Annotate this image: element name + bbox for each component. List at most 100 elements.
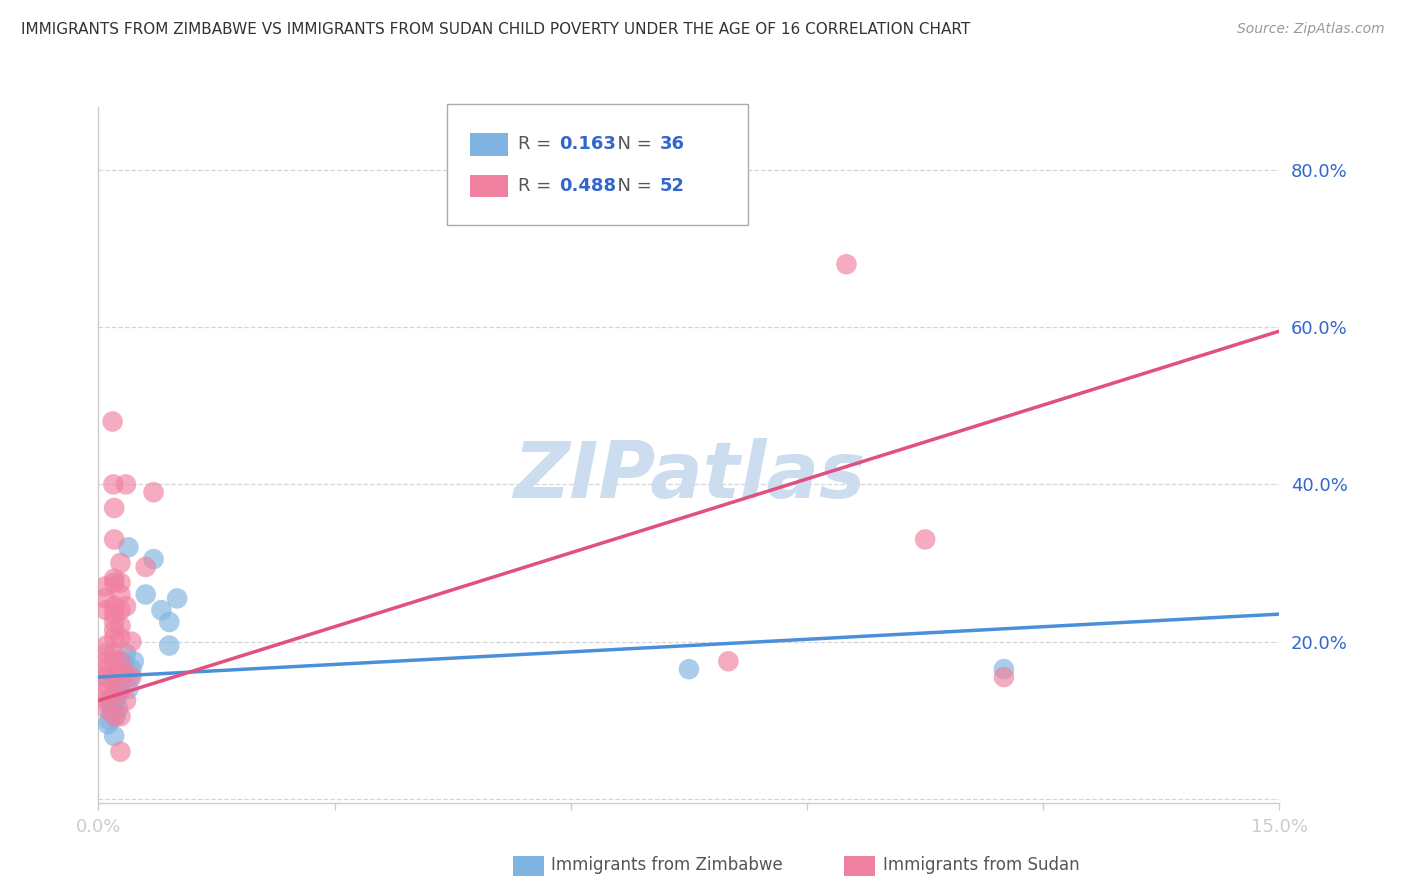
Point (118, 670, 141, 684)
Point (121, 670, 143, 684)
Point (111, 662, 134, 676)
Point (96, 662, 118, 676)
Point (115, 477, 138, 491)
Point (96, 670, 118, 684)
Point (104, 709, 127, 723)
Point (103, 686, 125, 700)
Point (103, 647, 125, 661)
Text: 0.488: 0.488 (560, 177, 616, 194)
Point (93, 580, 115, 594)
Point (103, 607, 125, 621)
Point (93, 670, 115, 684)
Point (122, 654, 145, 668)
Point (115, 666, 138, 681)
Point (121, 634, 143, 648)
Point (100, 706, 122, 720)
Point (103, 698, 125, 712)
Point (103, 623, 125, 637)
Text: Source: ZipAtlas.com: Source: ZipAtlas.com (1237, 22, 1385, 37)
Point (914, 533, 936, 547)
Point (678, 662, 700, 676)
Point (100, 701, 122, 715)
FancyBboxPatch shape (471, 133, 508, 156)
Point (110, 681, 132, 696)
Text: R =: R = (517, 135, 557, 153)
Point (96, 654, 118, 668)
Point (110, 575, 132, 590)
Text: N =: N = (606, 177, 658, 194)
Point (104, 670, 127, 684)
Text: N =: N = (606, 135, 658, 153)
Point (98, 713, 121, 727)
Text: R =: R = (517, 177, 557, 194)
Point (110, 654, 132, 668)
Point (110, 666, 132, 681)
Point (111, 662, 134, 676)
Point (135, 560, 157, 574)
Point (107, 701, 129, 715)
Point (115, 599, 138, 614)
Point (103, 599, 125, 614)
Point (157, 639, 180, 653)
Point (135, 587, 157, 601)
Point (103, 477, 125, 491)
Point (835, 257, 858, 271)
Text: 0.163: 0.163 (560, 135, 616, 153)
Point (103, 575, 125, 590)
Point (110, 654, 132, 668)
Point (110, 673, 132, 688)
Point (101, 415, 124, 429)
Point (115, 647, 138, 661)
Point (150, 603, 173, 617)
Text: IMMIGRANTS FROM ZIMBABWE VS IMMIGRANTS FROM SUDAN CHILD POVERTY UNDER THE AGE OF: IMMIGRANTS FROM ZIMBABWE VS IMMIGRANTS F… (21, 22, 970, 37)
FancyBboxPatch shape (471, 175, 508, 197)
Point (103, 666, 125, 681)
Point (108, 681, 131, 696)
Point (717, 654, 740, 668)
Point (103, 631, 125, 645)
Point (96, 686, 118, 700)
Point (104, 693, 127, 707)
Point (166, 591, 188, 606)
Point (110, 556, 132, 570)
Point (98, 693, 121, 707)
Point (112, 654, 135, 668)
Point (157, 615, 180, 629)
Point (94, 591, 117, 606)
Point (993, 670, 1015, 684)
Point (110, 603, 132, 617)
Text: Immigrants from Sudan: Immigrants from Sudan (883, 856, 1080, 874)
Text: 36: 36 (659, 135, 685, 153)
Point (105, 690, 128, 704)
Point (96, 678, 118, 692)
Point (96, 639, 118, 653)
Point (96, 693, 118, 707)
Point (110, 745, 132, 759)
Point (121, 662, 143, 676)
Point (103, 729, 125, 743)
Point (103, 654, 125, 668)
Point (97, 717, 120, 731)
Point (101, 690, 124, 704)
Point (993, 662, 1015, 676)
Point (110, 587, 132, 601)
Point (96, 701, 118, 715)
FancyBboxPatch shape (447, 103, 748, 226)
Point (96, 603, 118, 617)
Text: Immigrants from Zimbabwe: Immigrants from Zimbabwe (551, 856, 783, 874)
Point (103, 615, 125, 629)
Point (110, 709, 132, 723)
Point (110, 619, 132, 633)
Point (107, 678, 129, 692)
Point (103, 500, 125, 515)
Point (142, 552, 165, 566)
Point (142, 485, 165, 500)
Point (103, 572, 125, 586)
Text: ZIPatlas: ZIPatlas (513, 438, 865, 514)
Point (115, 693, 138, 707)
Point (117, 541, 139, 555)
Point (96, 647, 118, 661)
Point (103, 533, 125, 547)
Point (101, 701, 124, 715)
Point (117, 681, 139, 696)
